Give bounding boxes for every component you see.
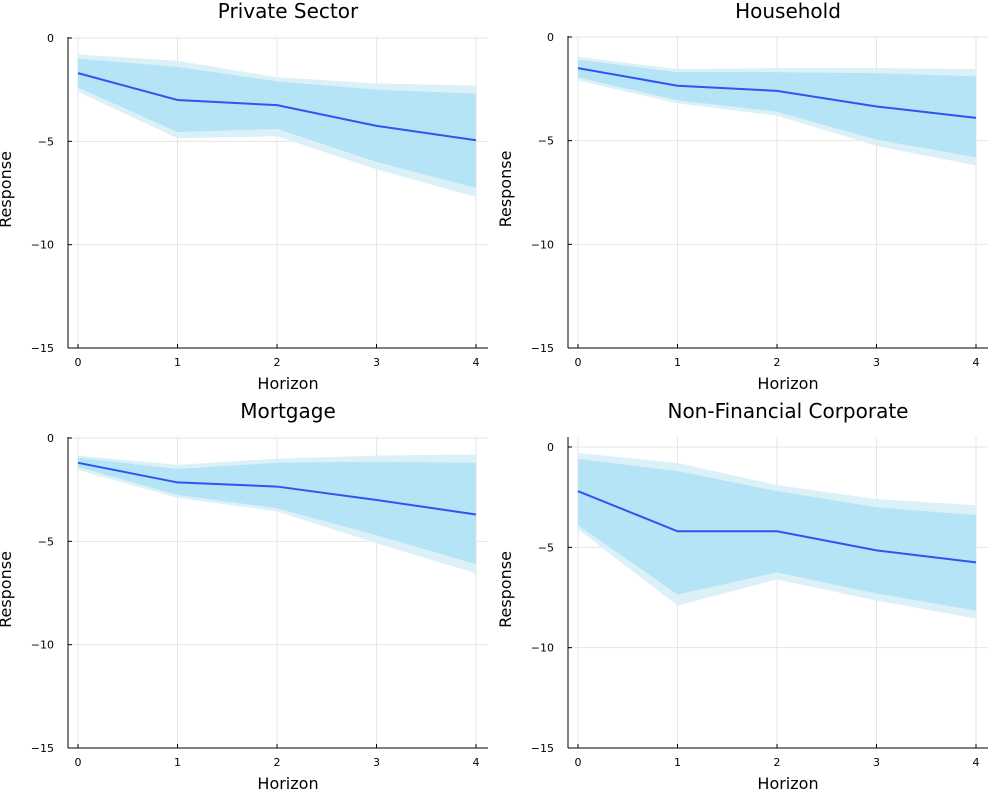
- private-sector-x-axis-label: Horizon: [257, 374, 318, 393]
- non-financial-corporate-y-axis-label: Response: [496, 551, 515, 628]
- non-financial-corporate-band-inner: [578, 459, 976, 611]
- household-title: Household: [735, 0, 841, 23]
- mortgage-y-axis-label: Response: [0, 551, 15, 628]
- mortgage-x-axis-label: Horizon: [257, 774, 318, 793]
- panel-household: 0 1 2 3 4 0 −5 −10 −15 Household Horizon Response: [496, 0, 988, 393]
- non-financial-corporate-x-tick-label-0: 0: [575, 756, 582, 769]
- mortgage-y-tick-label-1: −5: [38, 535, 54, 548]
- private-sector-series-line: [77, 72, 477, 142]
- panel-non-financial-corporate: 0 1 2 3 4 0 −5 −10 −15 Non-Financial Corporate Hor…: [496, 399, 988, 793]
- non-financial-corporate-title: Non-Financial Corporate: [667, 399, 908, 423]
- household-y-axis-label: Response: [496, 151, 515, 228]
- non-financial-corporate-x-tick-label-1: 1: [674, 756, 681, 769]
- non-financial-corporate-y-tick-label-1: −5: [538, 541, 554, 554]
- non-financial-corporate-y-tick-label-0: 0: [547, 441, 554, 454]
- non-financial-corporate-x-tick-label-3: 3: [873, 756, 880, 769]
- household-series-line: [577, 67, 977, 119]
- household-x-tick-label-2: 2: [774, 356, 781, 369]
- mortgage-y-tick-label-0: 0: [47, 432, 54, 445]
- mortgage-band-inner: [78, 457, 476, 565]
- mortgage-x-tick-label-3: 3: [373, 756, 380, 769]
- private-sector-x-tick-label-0: 0: [75, 356, 82, 369]
- private-sector-band-inner: [78, 58, 476, 188]
- private-sector-y-tick-label-1: −5: [38, 135, 54, 148]
- household-y-tick-label-3: −15: [531, 342, 554, 355]
- non-financial-corporate-series-line: [577, 490, 977, 564]
- private-sector-y-tick-label-0: 0: [47, 32, 54, 45]
- panel-mortgage: 0 1 2 3 4 0 −5 −10 −15 Mortgage Horizon Response: [0, 399, 488, 793]
- mortgage-x-tick-label-2: 2: [274, 756, 281, 769]
- household-x-tick-label-0: 0: [575, 356, 582, 369]
- household-band-inner: [578, 59, 976, 158]
- private-sector-x-tick-label-4: 4: [473, 356, 480, 369]
- private-sector-x-tick-label-3: 3: [373, 356, 380, 369]
- household-y-tick-label-0: 0: [547, 31, 554, 44]
- non-financial-corporate-y-tick-label-3: −15: [531, 742, 554, 755]
- mortgage-y-tick-label-2: −10: [31, 639, 54, 652]
- non-financial-corporate-x-tick-label-2: 2: [774, 756, 781, 769]
- private-sector-x-tick-label-1: 1: [174, 356, 181, 369]
- household-x-tick-label-4: 4: [973, 356, 980, 369]
- household-x-axis-label: Horizon: [757, 374, 818, 393]
- private-sector-x-tick-label-2: 2: [274, 356, 281, 369]
- household-x-tick-label-3: 3: [873, 356, 880, 369]
- mortgage-x-tick-label-4: 4: [473, 756, 480, 769]
- non-financial-corporate-x-axis-label: Horizon: [757, 774, 818, 793]
- private-sector-y-tick-label-3: −15: [31, 342, 54, 355]
- private-sector-y-tick-label-2: −10: [31, 239, 54, 252]
- private-sector-y-axis-label: Response: [0, 151, 15, 228]
- mortgage-title: Mortgage: [240, 399, 336, 423]
- non-financial-corporate-y-tick-label-2: −10: [531, 642, 554, 655]
- mortgage-x-tick-label-0: 0: [75, 756, 82, 769]
- household-y-tick-label-2: −10: [531, 238, 554, 251]
- household-y-tick-label-1: −5: [538, 135, 554, 148]
- non-financial-corporate-x-tick-label-4: 4: [973, 756, 980, 769]
- panel-private-sector: 0 1 2 3 4 0 −5 −10 −15 Private Sector Horizon Respo…: [0, 0, 488, 393]
- mortgage-y-tick-label-3: −15: [31, 742, 54, 755]
- mortgage-x-tick-label-1: 1: [174, 756, 181, 769]
- private-sector-title: Private Sector: [218, 0, 359, 23]
- mortgage-series-line: [77, 461, 477, 516]
- household-x-tick-label-1: 1: [674, 356, 681, 369]
